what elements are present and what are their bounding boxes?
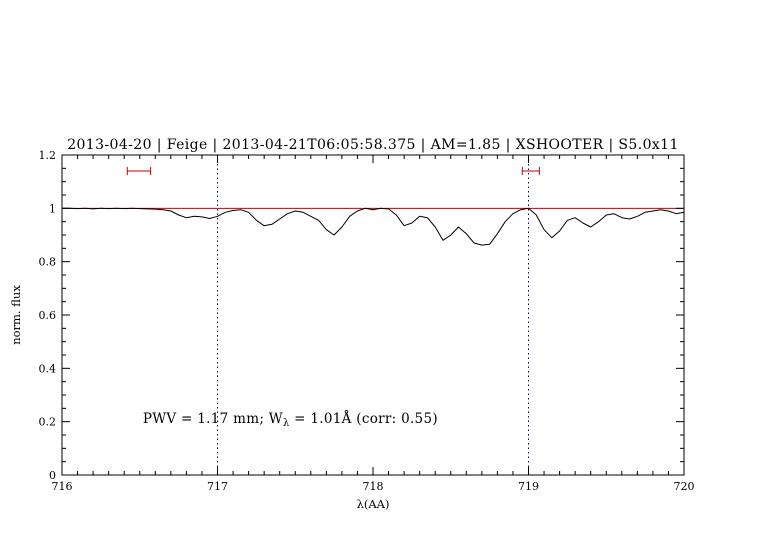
y-tick-label: 1 bbox=[49, 202, 56, 215]
spectrum-line bbox=[62, 207, 685, 246]
pwv-annotation: PWV = 1.17 mm; Wλ = 1.01Å (corr: 0.55) bbox=[143, 411, 438, 429]
y-tick-label: 1.2 bbox=[39, 149, 57, 162]
plot-title: 2013-04-20 | Feige | 2013-04-21T06:05:58… bbox=[67, 137, 679, 153]
x-axis-label: λ(AA) bbox=[357, 497, 390, 511]
plot-layers: 716 717 718 719 720 0 0.2 0.4 0.6 0.8 1 1.2 PWV = 1.… bbox=[39, 149, 695, 493]
y-tick-label: 0.4 bbox=[39, 362, 57, 375]
plot-frame bbox=[61, 154, 685, 476]
y-tick-label: 0 bbox=[49, 469, 56, 482]
x-tick-label: 717 bbox=[207, 480, 228, 493]
y-tick-label: 0.2 bbox=[39, 416, 57, 429]
x-tick-label: 719 bbox=[518, 480, 539, 493]
y-axis-label: norm. flux bbox=[9, 285, 23, 345]
x-tick-label: 718 bbox=[363, 480, 384, 493]
x-tick-label: 716 bbox=[52, 480, 73, 493]
x-tick-label: 720 bbox=[674, 480, 695, 493]
y-tick-label: 0.6 bbox=[39, 309, 57, 322]
y-tick-label: 0.8 bbox=[39, 256, 57, 269]
